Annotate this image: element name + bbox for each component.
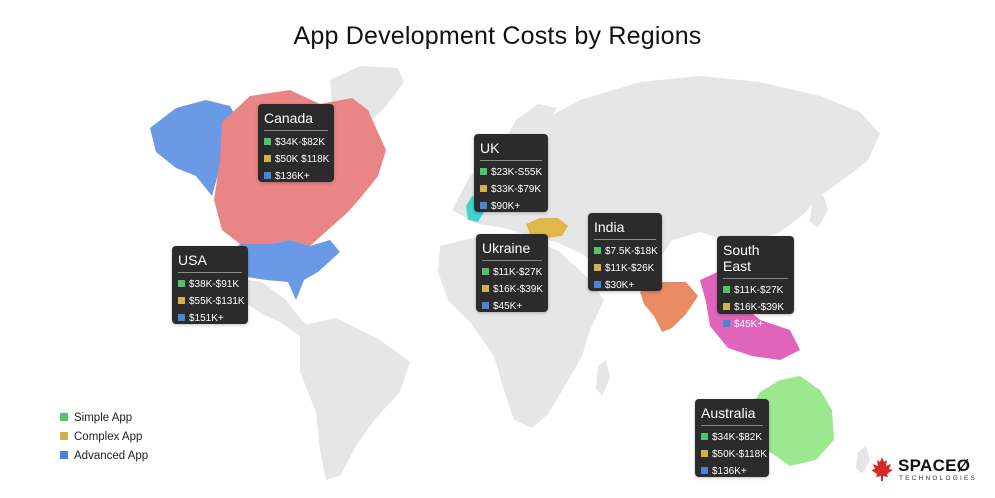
region-name: UK: [480, 140, 500, 156]
region-card-australia: Australia $34K-$82K $50K-$118K $136K+: [695, 399, 769, 477]
divider: [701, 425, 763, 426]
advanced-swatch: [178, 314, 185, 321]
maple-leaf-icon: [871, 457, 893, 481]
simple-swatch: [264, 138, 271, 145]
madagascar-shape: [596, 360, 610, 396]
simple-swatch: [60, 413, 68, 421]
complex-swatch: [594, 264, 601, 271]
complex-swatch: [480, 185, 487, 192]
complex-app-cost: $55K-$131K: [172, 293, 248, 310]
advanced-swatch: [723, 320, 730, 327]
complex-app-cost: $11K-$26K: [588, 260, 662, 277]
region-name: USA: [178, 252, 207, 268]
complex-swatch: [60, 432, 68, 440]
advanced-app-cost: $90K+: [474, 198, 548, 215]
japan-shape: [810, 192, 828, 228]
divider: [482, 260, 542, 261]
simple-swatch: [594, 247, 601, 254]
divider: [264, 130, 328, 131]
simple-app-cost: $11K-$27K: [717, 282, 794, 299]
simple-swatch: [178, 280, 185, 287]
region-card-south-east: South East $11K-$27K $16K-$39K $45K+: [717, 236, 794, 330]
divider: [723, 278, 788, 279]
complex-app-cost: $50K-$118K: [695, 446, 769, 463]
advanced-swatch: [482, 302, 489, 309]
logo-name: SPACEØ: [898, 456, 971, 475]
simple-swatch: [701, 433, 708, 440]
legend-complex-app: Complex App: [60, 431, 142, 443]
complex-app-cost: $33K-$79K: [474, 181, 548, 198]
new-zealand-shape: [856, 446, 870, 474]
simple-app-cost: $38K-$91K: [172, 276, 248, 293]
simple-app-cost: $11K-$27K: [476, 264, 548, 281]
simple-app-cost: $34K-$82K: [695, 429, 769, 446]
simple-swatch: [723, 286, 730, 293]
complex-swatch: [701, 450, 708, 457]
complex-app-cost: $50K $118K: [258, 151, 334, 168]
complex-swatch: [178, 297, 185, 304]
region-card-india: India $7.5K-$18K $11K-$26K $30K+: [588, 213, 662, 291]
alaska-shape: [150, 100, 240, 196]
legend-advanced-app: Advanced App: [60, 450, 148, 462]
south-america-shape: [300, 318, 410, 480]
logo-tagline: TECHNOLOGIES: [899, 475, 978, 482]
complex-swatch: [264, 155, 271, 162]
complex-app-cost: $16K-$39K: [717, 299, 794, 316]
page-title: App Development Costs by Regions: [293, 22, 702, 50]
india-shape: [640, 282, 698, 332]
advanced-app-cost: $151K+: [172, 310, 248, 327]
simple-app-cost: $7.5K-$18K: [588, 243, 662, 260]
advanced-swatch: [701, 467, 708, 474]
advanced-app-cost: $136K+: [695, 463, 769, 480]
region-card-ukraine: Ukraine $11K-$27K $16K-$39K $45K+: [476, 234, 548, 312]
advanced-app-cost: $136K+: [258, 168, 334, 185]
region-name: South East: [723, 242, 760, 274]
simple-swatch: [480, 168, 487, 175]
advanced-app-cost: $45K+: [717, 316, 794, 333]
usa-shape: [224, 240, 340, 300]
simple-app-cost: $23K-S55K: [474, 164, 548, 181]
simple-swatch: [482, 268, 489, 275]
complex-swatch: [482, 285, 489, 292]
divider: [594, 239, 656, 240]
region-card-uk: UK $23K-S55K $33K-$79K $90K+: [474, 134, 548, 212]
advanced-swatch: [594, 281, 601, 288]
divider: [480, 160, 542, 161]
region-card-canada: Canada $34K-$82K $50K $118K $136K+: [258, 104, 334, 182]
region-name: Ukraine: [482, 240, 531, 256]
advanced-app-cost: $45K+: [476, 298, 548, 315]
advanced-app-cost: $30K+: [588, 277, 662, 294]
region-name: Australia: [701, 405, 756, 421]
advanced-swatch: [60, 451, 68, 459]
complex-app-cost: $16K-$39K: [476, 281, 548, 298]
advanced-swatch: [264, 172, 271, 179]
advanced-swatch: [480, 202, 487, 209]
simple-app-cost: $34K-$82K: [258, 134, 334, 151]
ukraine-shape: [526, 218, 568, 238]
region-name: Canada: [264, 110, 314, 126]
legend-simple-app: Simple App: [60, 412, 132, 424]
region-card-usa: USA $38K-$91K $55K-$131K $151K+: [172, 246, 248, 324]
australia-shape: [748, 376, 834, 466]
complex-swatch: [723, 303, 730, 310]
region-name: India: [594, 219, 625, 235]
divider: [178, 272, 242, 273]
